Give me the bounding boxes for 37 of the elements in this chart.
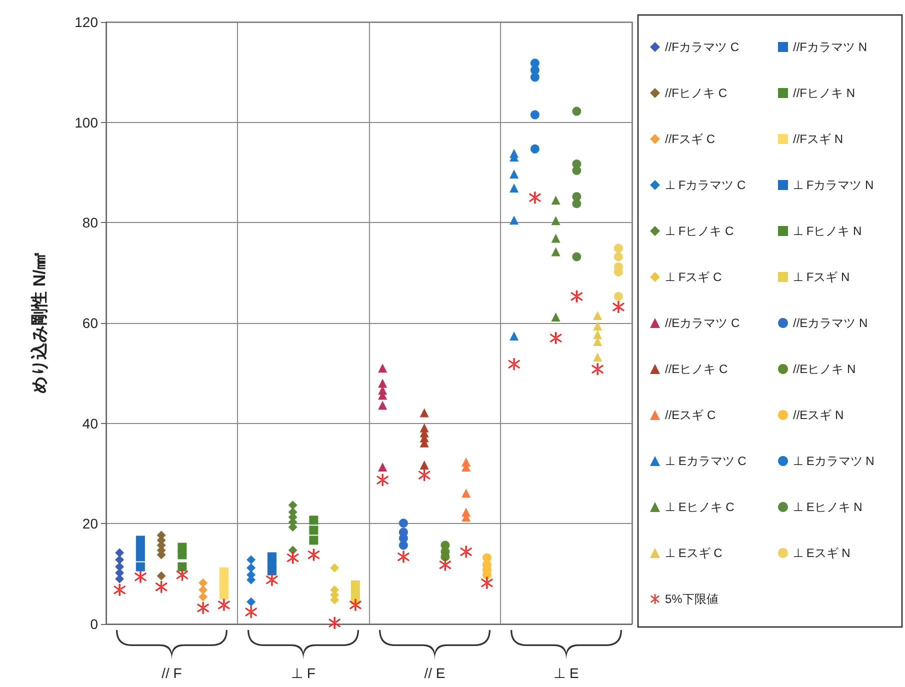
legend-label: ⊥ Fカラマツ N	[793, 178, 874, 192]
y-tick-label: 120	[74, 14, 98, 30]
legend-label: ⊥ Fカラマツ C	[665, 178, 746, 192]
legend-label: //Eカラマツ C	[665, 316, 740, 330]
x-tick-label: ⊥ E	[554, 665, 579, 681]
y-axis-title: めり込み剛性 N/㎟	[30, 252, 49, 394]
legend-label: 5%下限値	[665, 592, 718, 606]
legend-label: //Fスギ C	[665, 132, 716, 146]
legend-label: ⊥ Eスギ N	[793, 546, 850, 560]
legend-label: //Fヒノキ N	[793, 86, 855, 100]
legend-label: //Eカラマツ N	[793, 316, 868, 330]
legend-label: //Fヒノキ C	[665, 86, 728, 100]
legend-label: ⊥ Fスギ N	[793, 270, 850, 284]
legend-label: //Eヒノキ C	[665, 362, 728, 376]
x-tick-label: ⊥ F	[291, 665, 316, 681]
legend-label: //Fカラマツ N	[793, 40, 867, 54]
legend-label: //Fスギ N	[793, 132, 843, 146]
y-tick-label: 0	[90, 616, 98, 632]
legend-label: //Eヒノキ N	[793, 362, 856, 376]
y-tick-label: 80	[82, 214, 98, 231]
legend-label: ⊥ Eカラマツ C	[665, 454, 747, 468]
legend-label: //Eスギ C	[665, 408, 716, 422]
y-tick-label: 40	[82, 415, 98, 432]
legend-label: ⊥ Fスギ C	[665, 270, 722, 284]
legend-label: ⊥ Fヒノキ N	[793, 224, 862, 238]
legend-label: ⊥ Eカラマツ N	[793, 454, 874, 468]
y-tick-label: 20	[82, 516, 98, 532]
y-tick-label: 100	[74, 114, 98, 130]
y-tick-label: 60	[82, 315, 98, 331]
legend-label: ⊥ Eスギ C	[665, 546, 723, 560]
x-tick-label: // F	[162, 665, 182, 681]
legend-label: ⊥ Eヒノキ C	[665, 500, 735, 514]
legend-label: ⊥ Eヒノキ N	[793, 500, 862, 514]
x-tick-label: // E	[424, 665, 446, 681]
legend-label: //Fカラマツ C	[665, 40, 740, 54]
legend-label: ⊥ Fヒノキ C	[665, 224, 734, 238]
legend-label: //Eスギ N	[793, 408, 844, 422]
